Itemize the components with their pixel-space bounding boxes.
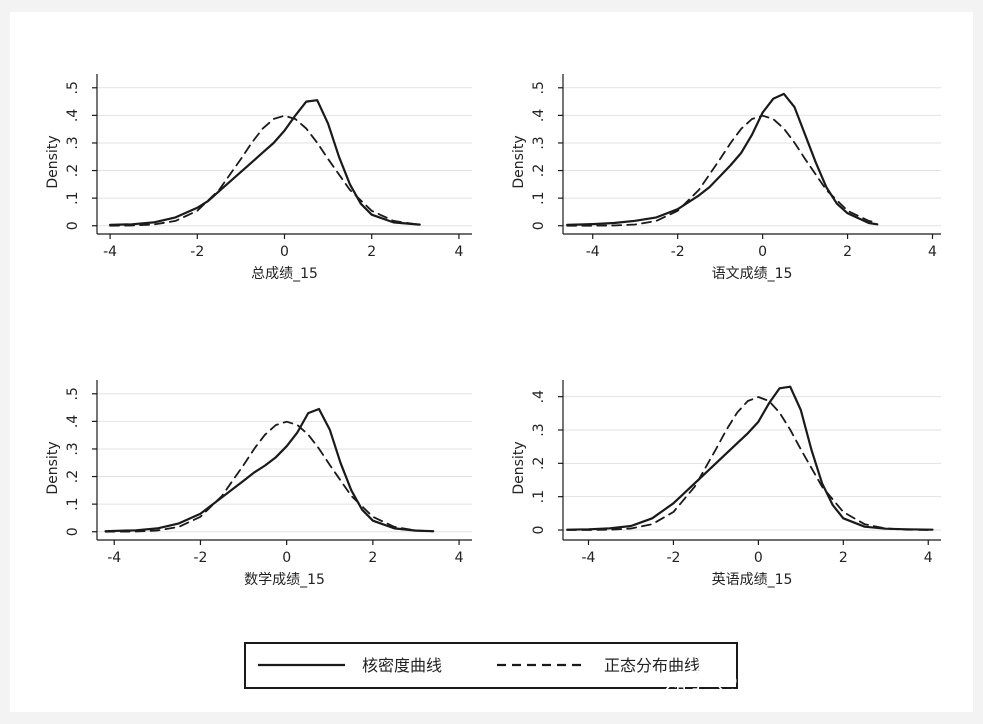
normal-curve: [104, 420, 435, 533]
x-axis-title: 英语成绩_15: [712, 571, 793, 588]
plot-area: [563, 380, 941, 540]
panels: 0 .1 .2 .3 .4 .5 -4 -2 0 2 4 总成绩_15 Density 0 .1 .2 .3 .4…: [45, 74, 941, 588]
y-tick-label: .4: [531, 109, 547, 122]
legend: 核密度曲线 正态分布曲线: [244, 642, 738, 689]
y-tick-label: .2: [531, 164, 547, 177]
y-tick-label: .1: [531, 191, 547, 204]
x-tick-label: -4: [586, 244, 600, 260]
plot-area: [563, 74, 941, 234]
x-tick-label: 4: [928, 244, 937, 260]
x-tick-label: -2: [193, 550, 207, 566]
y-axis-title: Density: [511, 441, 527, 494]
x-axis-title: 总成绩_15: [251, 266, 318, 282]
density-panel-4: 0 .1 .2 .3 .4 -4 -2 0 2 4 英语成绩_15 Density: [511, 380, 941, 588]
y-tick-label: .3: [65, 136, 81, 149]
x-tick-label: 0: [758, 244, 767, 260]
y-tick-label: 0: [65, 221, 81, 230]
x-tick-label: 0: [282, 550, 291, 566]
y-axis-title: Density: [511, 135, 527, 188]
y-tick-label: .2: [531, 457, 547, 470]
x-axis-title: 语文成绩_15: [712, 266, 793, 282]
x-tick-label: 0: [280, 244, 289, 260]
x-axis-title: 数学成绩_15: [244, 572, 325, 588]
y-tick-label: .2: [65, 470, 81, 483]
y-tick-label: .4: [531, 390, 547, 403]
density-panel-2: 0 .1 .2 .3 .4 .5 -4 -2 0 2 4 语文成绩_15 Density: [511, 74, 941, 282]
y-tick-label: .1: [65, 497, 81, 510]
kde-curve: [108, 99, 421, 226]
density-panel-1: 0 .1 .2 .3 .4 .5 -4 -2 0 2 4 总成绩_15 Density: [45, 74, 472, 282]
watermark-text: 知乎 @学业规划杨教授: [665, 669, 892, 694]
y-tick-label: .3: [65, 442, 81, 455]
x-tick-label: 0: [754, 550, 763, 566]
y-tick-label: .4: [65, 415, 81, 428]
x-tick-label: -2: [666, 550, 680, 566]
x-tick-label: -4: [103, 244, 117, 260]
y-axis-title: Density: [45, 135, 61, 188]
plot-area: [97, 74, 472, 234]
y-tick-label: .4: [65, 109, 81, 122]
y-tick-label: .5: [65, 387, 81, 400]
plot-area: [97, 380, 472, 540]
y-tick-label: 0: [531, 526, 547, 535]
x-tick-label: 4: [454, 244, 463, 260]
x-tick-label: -4: [581, 550, 595, 566]
x-tick-label: -2: [190, 244, 204, 260]
normal-curve: [109, 114, 421, 227]
legend-label-normal: 正态分布曲线: [604, 656, 700, 675]
normal-curve: [566, 396, 934, 531]
x-tick-label: 2: [368, 550, 377, 566]
density-panel-3: 0 .1 .2 .3 .4 .5 -4 -2 0 2 4 数学成绩_15 Density: [45, 380, 472, 588]
y-tick-label: .1: [65, 191, 81, 204]
x-tick-label: -4: [107, 550, 121, 566]
x-tick-label: -2: [671, 244, 685, 260]
kde-curve: [104, 407, 435, 533]
kde-curve: [566, 385, 934, 531]
x-tick-label: 2: [367, 244, 376, 260]
x-tick-label: 2: [843, 244, 852, 260]
y-tick-label: .1: [531, 490, 547, 503]
y-axis-title: Density: [45, 441, 61, 494]
x-tick-label: 4: [924, 550, 933, 566]
y-tick-label: .5: [531, 81, 547, 94]
legend-label-kde: 核密度曲线: [362, 656, 442, 675]
x-tick-label: 2: [839, 550, 848, 566]
y-tick-label: 0: [531, 221, 547, 230]
y-tick-label: .3: [531, 423, 547, 436]
normal-curve: [566, 114, 879, 227]
x-tick-label: 4: [455, 550, 464, 566]
y-tick-label: .5: [65, 81, 81, 94]
y-tick-label: 0: [65, 527, 81, 536]
y-tick-label: .2: [65, 164, 81, 177]
y-tick-label: .3: [531, 136, 547, 149]
